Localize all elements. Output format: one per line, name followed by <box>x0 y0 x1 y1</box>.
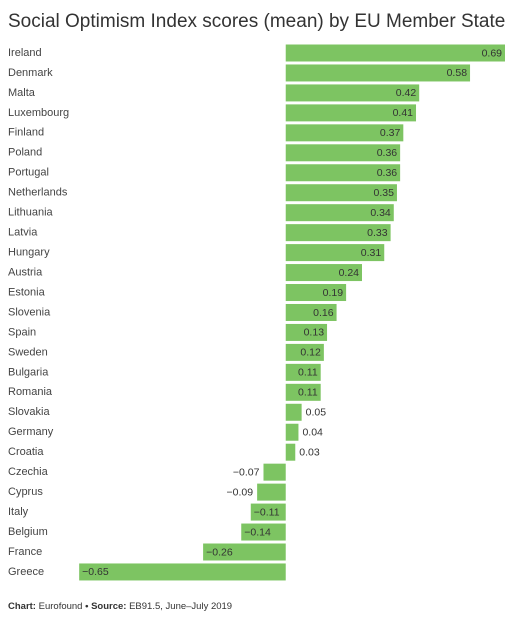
footer-chart-label: Chart: <box>8 601 36 612</box>
value-label: 0.37 <box>380 127 401 139</box>
bar <box>285 423 299 441</box>
category-label: Finland <box>8 127 44 139</box>
category-label: Croatia <box>8 446 44 458</box>
bar <box>250 503 286 521</box>
category-label: Austria <box>8 266 43 278</box>
category-label: Czechia <box>8 466 49 478</box>
value-label: 0.35 <box>374 187 395 199</box>
category-label: Denmark <box>8 67 53 79</box>
value-label: 0.03 <box>299 446 320 458</box>
category-label: Slovenia <box>8 306 51 318</box>
bar <box>285 363 321 381</box>
category-label: Romania <box>8 386 53 398</box>
value-label: −0.09 <box>227 486 254 498</box>
value-label: 0.11 <box>298 367 318 379</box>
category-label: Cyprus <box>8 486 43 498</box>
bar <box>285 403 302 421</box>
category-label: Hungary <box>8 247 50 259</box>
bar <box>285 64 471 82</box>
category-label: Sweden <box>8 346 48 358</box>
category-label: Poland <box>8 147 42 159</box>
category-label: Germany <box>8 426 54 438</box>
category-label: Estonia <box>8 286 46 298</box>
value-label: −0.65 <box>82 566 109 578</box>
bar <box>285 284 347 302</box>
value-label: −0.26 <box>206 546 233 558</box>
bar <box>285 104 417 122</box>
value-label: 0.41 <box>393 107 414 119</box>
value-label: 0.36 <box>377 167 398 179</box>
bar <box>285 44 505 62</box>
category-label: Malta <box>8 87 36 99</box>
category-label: Luxembourg <box>8 107 69 119</box>
category-label: Lithuania <box>8 207 54 219</box>
footer-source: EB91.5, June–July 2019 <box>129 601 232 612</box>
bar <box>285 443 296 461</box>
bar <box>79 563 286 581</box>
bar <box>285 164 401 182</box>
category-label: Greece <box>8 566 44 578</box>
category-label: France <box>8 546 42 558</box>
chart-title: Social Optimism Index scores (mean) by E… <box>8 11 505 32</box>
bar <box>285 244 385 262</box>
value-label: 0.24 <box>339 267 360 279</box>
bar <box>203 543 286 561</box>
footer: Chart: Eurofound • Source: EB91.5, June–… <box>8 601 232 612</box>
bar <box>285 124 404 142</box>
value-label: 0.13 <box>304 327 325 339</box>
category-label: Belgium <box>8 526 48 538</box>
bar <box>285 264 362 282</box>
bar <box>285 224 391 242</box>
bar <box>257 483 286 501</box>
category-label: Latvia <box>8 227 38 239</box>
bar <box>241 523 286 541</box>
value-label: 0.58 <box>447 67 468 79</box>
value-label: 0.11 <box>298 387 318 399</box>
bar <box>285 184 397 202</box>
value-label: −0.11 <box>254 506 280 518</box>
bar <box>285 323 328 341</box>
value-label: 0.34 <box>370 207 391 219</box>
bar <box>285 204 394 222</box>
bar <box>285 84 420 102</box>
value-label: 0.12 <box>300 347 321 359</box>
footer-source-label: Source: <box>91 601 126 612</box>
category-label: Ireland <box>8 47 42 59</box>
value-label: 0.36 <box>377 147 398 159</box>
value-label: 0.33 <box>367 227 388 239</box>
bar <box>285 303 337 321</box>
category-label: Bulgaria <box>8 366 49 378</box>
bar <box>263 463 286 481</box>
value-label: 0.19 <box>323 287 344 299</box>
value-label: 0.16 <box>313 307 334 319</box>
category-label: Spain <box>8 326 36 338</box>
category-label: Portugal <box>8 167 49 179</box>
value-label: 0.31 <box>361 247 382 259</box>
category-label: Netherlands <box>8 187 68 199</box>
value-label: −0.14 <box>244 526 271 538</box>
category-label: Slovakia <box>8 406 50 418</box>
category-label: Italy <box>8 506 29 518</box>
value-label: 0.04 <box>302 427 323 439</box>
value-label: 0.05 <box>306 407 327 419</box>
footer-separator: • <box>85 601 89 612</box>
value-label: −0.07 <box>233 466 260 478</box>
bar <box>285 144 401 162</box>
value-label: 0.69 <box>482 47 503 59</box>
footer-chart: Eurofound <box>39 601 83 612</box>
bar <box>285 383 321 401</box>
value-label: 0.42 <box>396 87 417 99</box>
bar <box>285 343 324 361</box>
